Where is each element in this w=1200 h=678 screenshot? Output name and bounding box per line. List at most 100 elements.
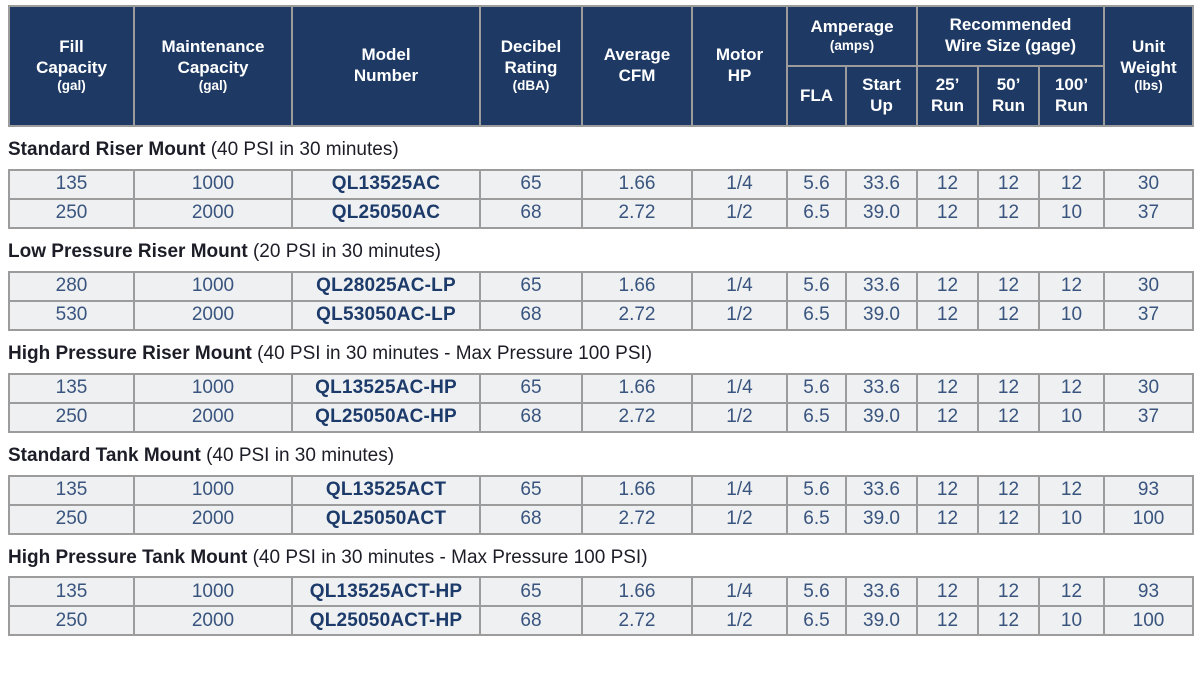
section-title-name: Standard Tank Mount bbox=[8, 444, 201, 466]
cell-unit-weight: 37 bbox=[1103, 401, 1194, 433]
cell-maintenance-capacity: 1000 bbox=[133, 474, 293, 506]
cell-start-up: 39.0 bbox=[845, 401, 918, 433]
col-header-label: Maintenance Capacity bbox=[161, 36, 265, 77]
cell-start-up: 33.6 bbox=[845, 270, 918, 302]
cell-maintenance-capacity: 1000 bbox=[133, 576, 293, 608]
table-row: 250 2000 QL25050AC-HP 68 2.72 1/2 6.5 39.0 12 12 1… bbox=[8, 401, 1194, 433]
section-title-name: High Pressure Tank Mount bbox=[8, 546, 248, 568]
cell-model-number: QL28025AC-LP bbox=[291, 270, 481, 302]
cell-motor-hp: 1/2 bbox=[691, 299, 788, 331]
table-row: 135 1000 QL13525AC-HP 65 1.66 1/4 5.6 33.6 12 12 1… bbox=[8, 372, 1194, 404]
table-row: 250 2000 QL25050AC 68 2.72 1/2 6.5 39.0 12 12 10 37 bbox=[8, 197, 1194, 229]
cell-motor-hp: 1/4 bbox=[691, 168, 788, 200]
cell-unit-weight: 93 bbox=[1103, 474, 1194, 506]
cell-fla: 5.6 bbox=[786, 474, 847, 506]
cell-maintenance-capacity: 1000 bbox=[133, 168, 293, 200]
cell-decibel-rating: 65 bbox=[479, 576, 583, 608]
col-header-maintenance-capacity: Maintenance Capacity (gal) bbox=[133, 5, 293, 127]
cell-unit-weight: 37 bbox=[1103, 197, 1194, 229]
cell-average-cfm: 2.72 bbox=[581, 605, 693, 637]
cell-100ft-run: 12 bbox=[1038, 270, 1105, 302]
table-row: 250 2000 QL25050ACT 68 2.72 1/2 6.5 39.0 12 12 10 1… bbox=[8, 503, 1194, 535]
table-row: 135 1000 QL13525ACT 65 1.66 1/4 5.6 33.6 12 12 12 9… bbox=[8, 474, 1194, 506]
cell-decibel-rating: 68 bbox=[479, 299, 583, 331]
cell-decibel-rating: 68 bbox=[479, 503, 583, 535]
cell-100ft-run: 12 bbox=[1038, 474, 1105, 506]
table-row: 280 1000 QL28025AC-LP 65 1.66 1/4 5.6 33.6 12 12 1… bbox=[8, 270, 1194, 302]
table-row: 250 2000 QL25050ACT-HP 68 2.72 1/2 6.5 39.0 12 12… bbox=[8, 605, 1194, 637]
cell-model-number: QL13525ACT bbox=[291, 474, 481, 506]
cell-unit-weight: 30 bbox=[1103, 168, 1194, 200]
cell-100ft-run: 10 bbox=[1038, 401, 1105, 433]
product-section: High Pressure Riser Mount (40 PSI in 30 … bbox=[8, 342, 1194, 433]
cell-50ft-run: 12 bbox=[977, 197, 1040, 229]
section-title-name: Standard Riser Mount bbox=[8, 139, 206, 160]
cell-model-number: QL13525AC-HP bbox=[291, 372, 481, 404]
section-title-name: High Pressure Riser Mount bbox=[8, 342, 252, 364]
sections-container: Standard Riser Mount (40 PSI in 30 minut… bbox=[8, 139, 1194, 637]
cell-decibel-rating: 68 bbox=[479, 197, 583, 229]
cell-fla: 5.6 bbox=[786, 576, 847, 608]
cell-maintenance-capacity: 2000 bbox=[133, 503, 293, 535]
section-title: Low Pressure Riser Mount (20 PSI in 30 m… bbox=[8, 241, 1192, 263]
cell-fla: 6.5 bbox=[786, 197, 847, 229]
cell-fill-capacity: 250 bbox=[8, 503, 135, 535]
cell-25ft-run: 12 bbox=[916, 299, 979, 331]
cell-25ft-run: 12 bbox=[916, 576, 979, 608]
product-section: High Pressure Tank Mount (40 PSI in 30 m… bbox=[8, 546, 1194, 637]
cell-decibel-rating: 65 bbox=[479, 372, 583, 404]
cell-start-up: 39.0 bbox=[845, 197, 918, 229]
col-header-label: Fill Capacity bbox=[36, 36, 107, 77]
cell-25ft-run: 12 bbox=[916, 372, 979, 404]
col-header-25ft-run: 25’ Run bbox=[916, 65, 980, 127]
col-header-unit: (amps) bbox=[829, 37, 875, 53]
cell-start-up: 39.0 bbox=[845, 503, 918, 535]
cell-motor-hp: 1/4 bbox=[691, 576, 788, 608]
cell-fill-capacity: 135 bbox=[8, 576, 135, 608]
cell-start-up: 39.0 bbox=[845, 299, 918, 331]
col-header-model-number: Model Number bbox=[291, 5, 481, 127]
cell-25ft-run: 12 bbox=[916, 168, 979, 200]
product-section: Standard Tank Mount (40 PSI in 30 minute… bbox=[8, 444, 1194, 535]
col-header-fla: FLA bbox=[786, 65, 847, 127]
cell-average-cfm: 1.66 bbox=[581, 576, 693, 608]
product-section: Standard Riser Mount (40 PSI in 30 minut… bbox=[8, 139, 1194, 229]
col-header-label: Motor HP bbox=[715, 45, 764, 85]
spec-table-group: 135 1000 QL13525AC 65 1.66 1/4 5.6 33.6 12 12 12 30… bbox=[8, 168, 1194, 229]
col-header-100ft-run: 100’ Run bbox=[1038, 65, 1106, 127]
cell-unit-weight: 30 bbox=[1103, 270, 1194, 302]
cell-fla: 5.6 bbox=[786, 168, 847, 200]
cell-model-number: QL25050ACT-HP bbox=[291, 605, 481, 637]
cell-fill-capacity: 250 bbox=[8, 197, 135, 229]
table-row: 135 1000 QL13525ACT-HP 65 1.66 1/4 5.6 33.6 12 12… bbox=[8, 576, 1194, 608]
col-header-label: Unit Weight bbox=[1120, 36, 1177, 77]
cell-model-number: QL25050ACT bbox=[291, 503, 481, 535]
cell-motor-hp: 1/2 bbox=[691, 503, 788, 535]
cell-100ft-run: 10 bbox=[1038, 197, 1105, 229]
cell-motor-hp: 1/2 bbox=[691, 197, 788, 229]
section-title: High Pressure Tank Mount (40 PSI in 30 m… bbox=[8, 546, 1192, 569]
cell-25ft-run: 12 bbox=[916, 197, 979, 229]
table-row: 530 2000 QL53050AC-LP 68 2.72 1/2 6.5 39.0 12 12 1… bbox=[8, 299, 1194, 331]
col-header-wire-size: Recommended Wire Size (gage) bbox=[916, 5, 1106, 67]
cell-unit-weight: 100 bbox=[1103, 605, 1194, 637]
cell-motor-hp: 1/4 bbox=[691, 474, 788, 506]
col-header-label: Start Up bbox=[862, 75, 901, 115]
cell-unit-weight: 30 bbox=[1103, 372, 1194, 404]
cell-start-up: 33.6 bbox=[845, 372, 918, 404]
cell-fill-capacity: 135 bbox=[8, 474, 135, 506]
cell-maintenance-capacity: 2000 bbox=[133, 605, 293, 637]
cell-50ft-run: 12 bbox=[977, 168, 1040, 200]
cell-50ft-run: 12 bbox=[977, 503, 1040, 535]
col-header-unit: (dBA) bbox=[512, 78, 550, 94]
cell-fla: 6.5 bbox=[786, 605, 847, 637]
cell-maintenance-capacity: 2000 bbox=[133, 401, 293, 433]
cell-25ft-run: 12 bbox=[916, 503, 979, 535]
cell-model-number: QL53050AC-LP bbox=[291, 299, 481, 331]
cell-fla: 6.5 bbox=[786, 503, 847, 535]
col-header-label: Decibel Rating bbox=[500, 36, 562, 77]
cell-average-cfm: 2.72 bbox=[581, 503, 693, 535]
col-header-label: 50’ Run bbox=[991, 75, 1026, 115]
cell-50ft-run: 12 bbox=[977, 576, 1040, 608]
table-row: 135 1000 QL13525AC 65 1.66 1/4 5.6 33.6 12 12 12 30 bbox=[8, 168, 1194, 200]
